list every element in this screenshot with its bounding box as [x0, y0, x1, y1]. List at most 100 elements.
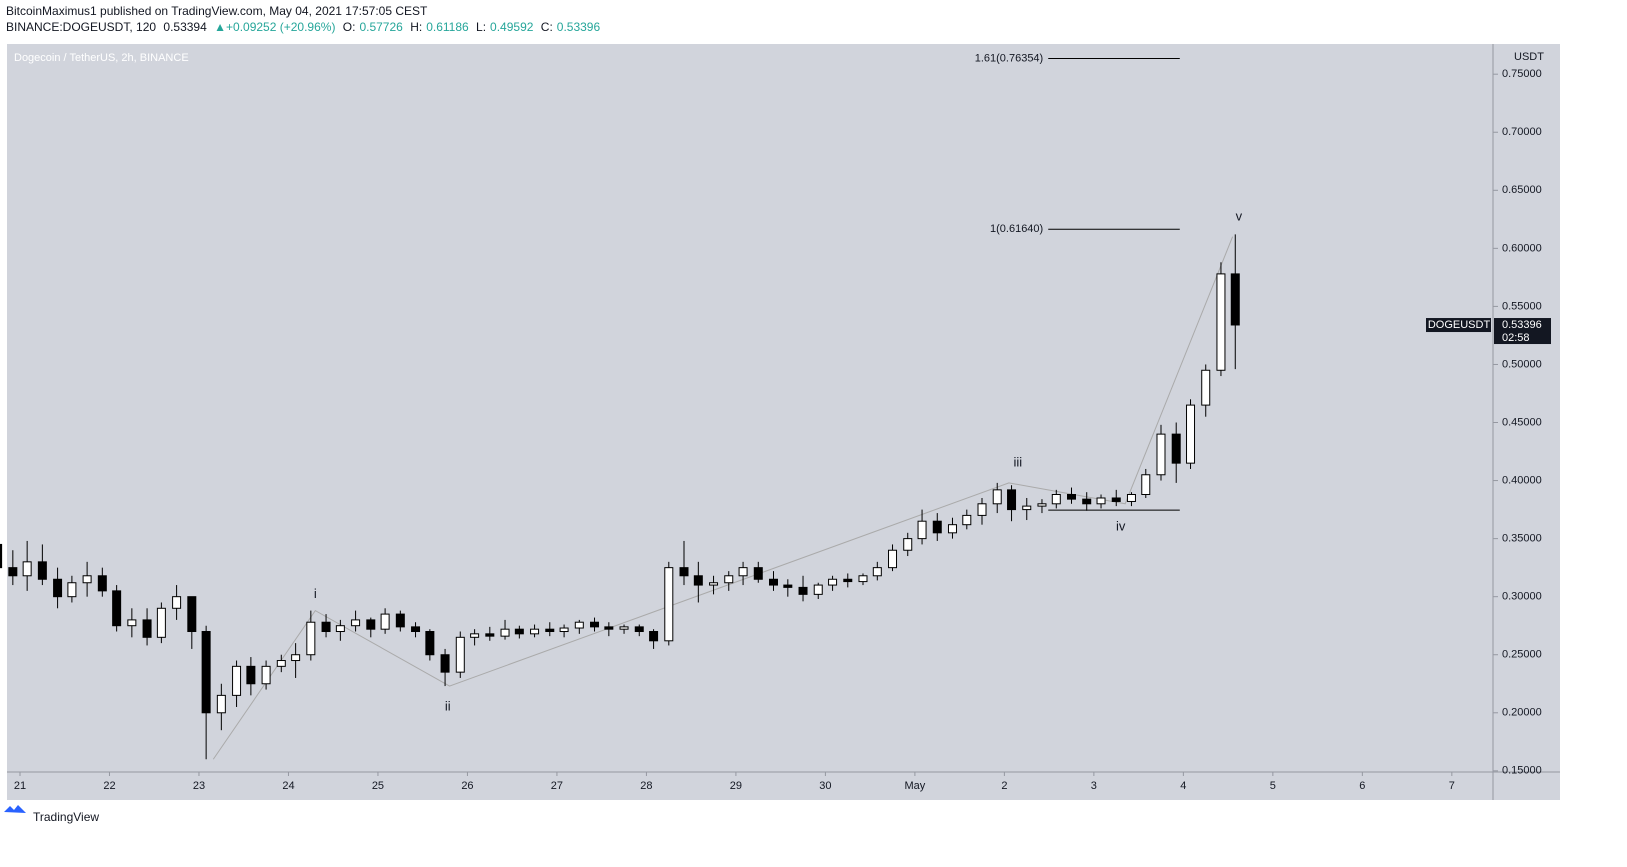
candle-body: [97, 575, 107, 592]
candle-body: [455, 636, 465, 673]
ohlc-value: 0.49592: [490, 20, 534, 34]
ohlc-value: 0.57726: [359, 20, 403, 34]
candle-body: [1022, 505, 1032, 511]
candle-body: [8, 567, 18, 577]
publisher: BitcoinMaximus1 published on TradingView…: [6, 4, 428, 18]
x-tick-label: 21: [14, 780, 26, 792]
footer-brand: TradingView: [33, 810, 99, 824]
candle-body: [649, 631, 659, 642]
plot: 0.15000 0.20000 0.25000 0.30000 0.35000 0.400…: [0, 52, 1551, 792]
candle-body: [1230, 273, 1240, 326]
ohlc-label: O:: [343, 20, 356, 34]
arrow: ▲: [214, 20, 226, 34]
candle-body: [425, 631, 435, 656]
y-tick-label: 0.65000: [1502, 184, 1542, 196]
y-tick-label: 0.20000: [1502, 707, 1542, 719]
wave-label: iv: [1116, 518, 1126, 533]
candle-body: [992, 489, 1002, 505]
candle-body: [828, 578, 838, 586]
candle-body: [172, 596, 182, 609]
x-tick-label: 3: [1091, 780, 1097, 792]
x-tick-label: 4: [1180, 780, 1186, 792]
candle-body: [276, 660, 286, 667]
candle-body: [351, 619, 361, 627]
candle-body: [1186, 404, 1196, 464]
candle-body: [1111, 497, 1121, 502]
candle-body: [1096, 497, 1106, 505]
x-tick-label: 27: [551, 780, 563, 792]
candle-body: [1082, 498, 1092, 505]
candle-body: [440, 654, 450, 673]
candle-body: [574, 621, 584, 629]
candle-body: [1156, 433, 1166, 476]
candle-body: [783, 584, 793, 588]
x-tick-label: 24: [282, 780, 294, 792]
candle-body: [724, 575, 734, 584]
last: 0.53394: [163, 20, 207, 34]
symbol: BINANCE:DOGEUSDT, 120: [6, 20, 156, 34]
candle-body: [709, 582, 719, 586]
x-tick-label: 25: [372, 780, 384, 792]
candle-body: [843, 578, 853, 583]
candle-body: [1171, 433, 1181, 464]
candle-body: [559, 627, 569, 633]
candle-body: [67, 582, 77, 598]
x-tick-label: 28: [640, 780, 652, 792]
y-tick-label: 0.50000: [1502, 358, 1542, 370]
candle-body: [977, 503, 987, 516]
candle-body: [932, 520, 942, 534]
y-tick-label: 0.30000: [1502, 591, 1542, 603]
candle-body: [604, 626, 614, 630]
y-tick-label: 0.60000: [1502, 242, 1542, 254]
candle-body: [872, 567, 882, 577]
candle-body: [768, 578, 778, 586]
price-tag-name-box: [1426, 318, 1491, 333]
candle-body: [545, 628, 555, 633]
candle-body: [156, 607, 166, 638]
candle-body: [903, 538, 913, 551]
candle-body: [500, 628, 510, 637]
candle-body: [232, 665, 242, 696]
x-tick-label: 2: [1001, 780, 1007, 792]
candle-body: [679, 567, 689, 577]
candle-body: [306, 621, 316, 656]
candle-body: [947, 524, 957, 534]
candle-body: [514, 628, 524, 635]
price-tag-name: DOGEUSDT: [1428, 319, 1491, 331]
change: +0.09252 (+20.96%): [226, 20, 335, 34]
candle-body: [0, 543, 3, 569]
candle-body: [82, 575, 92, 584]
x-tick-label: 22: [103, 780, 115, 792]
candle-body: [380, 613, 390, 630]
candle-body: [813, 584, 823, 595]
candle-body: [246, 665, 256, 685]
candle-body: [1051, 494, 1061, 505]
candle-body: [1141, 474, 1151, 496]
candle-body: [619, 626, 629, 630]
candle-body: [37, 561, 47, 580]
fib-label: 1(0.61640): [990, 223, 1043, 235]
candle-body: [888, 549, 898, 569]
candle-body: [335, 625, 345, 633]
y-tick-label: 0.75000: [1502, 68, 1542, 80]
y-tick-label: 0.25000: [1502, 649, 1542, 661]
candle-body: [664, 567, 674, 642]
x-tick-label: 7: [1449, 780, 1455, 792]
ohlc-value: 0.53396: [557, 20, 601, 34]
x-tick-label: 6: [1359, 780, 1365, 792]
candle-body: [142, 619, 152, 638]
candle-body: [216, 694, 226, 714]
wave-label: iii: [1013, 455, 1022, 470]
candle-body: [127, 619, 137, 627]
candle-body: [798, 586, 808, 595]
x-tick-label: 26: [461, 780, 473, 792]
candle-body: [53, 578, 63, 598]
candle-body: [470, 633, 480, 638]
y-tick-label: 0.70000: [1502, 126, 1542, 138]
price-tag-timer: 02:58: [1502, 332, 1530, 344]
y-tick-label: 0.55000: [1502, 300, 1542, 312]
candle-body: [187, 596, 197, 633]
candle-body: [1007, 489, 1017, 511]
